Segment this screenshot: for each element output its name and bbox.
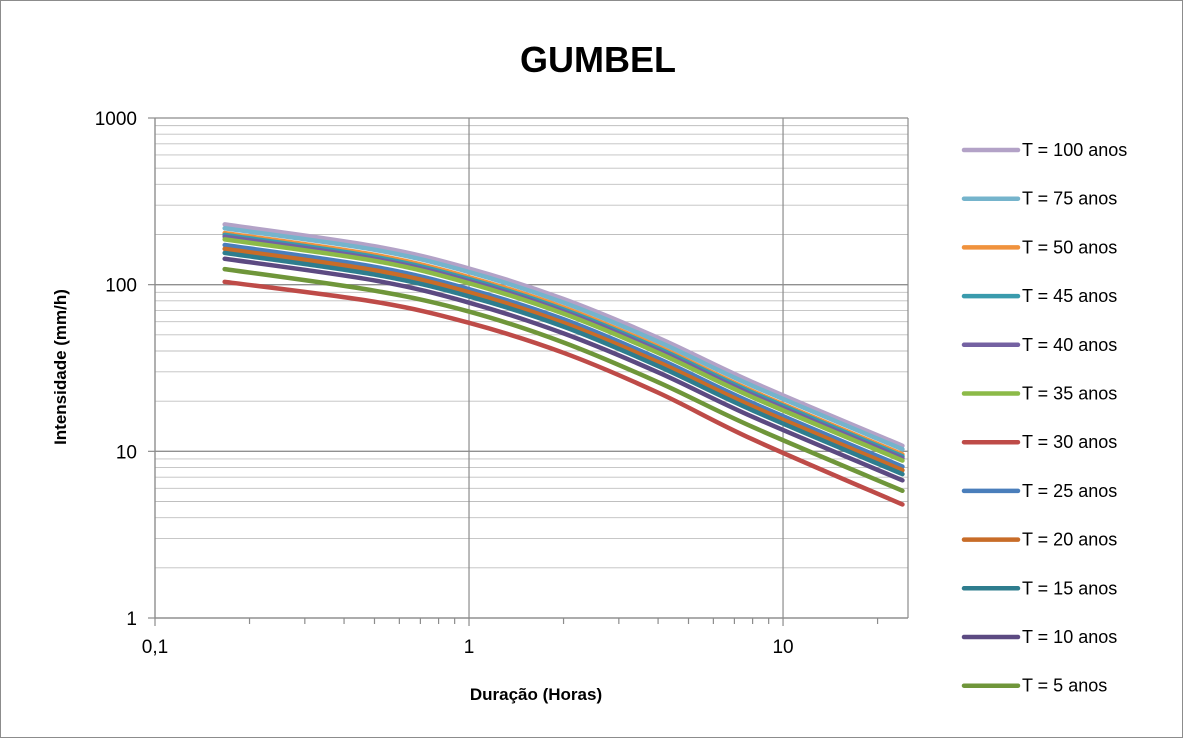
series-group: [222, 222, 905, 507]
legend-label-t50: T = 50 anos: [1022, 237, 1117, 257]
series-line-t25: [222, 242, 905, 469]
legend-label-t75: T = 75 anos: [1022, 189, 1117, 209]
y-tick-label: 1000: [95, 109, 137, 130]
series-line-t100: [222, 222, 905, 449]
legend-label-t20: T = 20 anos: [1022, 530, 1117, 550]
legend-label-t40: T = 40 anos: [1022, 335, 1117, 355]
legend-label-t10: T = 10 anos: [1022, 627, 1117, 647]
y-tick-label: 10: [116, 442, 137, 463]
axes: [148, 117, 909, 626]
series-line-t35: [222, 237, 905, 463]
series-line-t5: [222, 266, 905, 494]
legend-label-t5: T = 5 anos: [1022, 676, 1107, 696]
legend-label-t35: T = 35 anos: [1022, 384, 1117, 404]
series-line-t10: [222, 256, 905, 483]
legend: T = 100 anos T = 75 anos T = 50 anos T = 45…: [961, 140, 1127, 696]
series-line-t75: [222, 226, 905, 452]
legend-label-t15: T = 15 anos: [1022, 578, 1117, 598]
x-tick-label: 0,1: [142, 637, 168, 658]
legend-label-t45: T = 45 anos: [1022, 286, 1117, 306]
series-line-t20: [222, 246, 905, 473]
x-tick-label: 10: [772, 637, 793, 658]
y-tick-label: 1: [126, 609, 137, 630]
series-line-t30: [222, 279, 905, 507]
legend-label-t100: T = 100 anos: [1022, 140, 1127, 160]
grid: [154, 117, 908, 619]
legend-label-t25: T = 25 anos: [1022, 481, 1117, 501]
y-tick-label: 100: [105, 276, 137, 297]
chart-title: GUMBEL: [520, 39, 676, 80]
series-line-t15: [222, 250, 905, 477]
legend-label-t30: T = 30 anos: [1022, 432, 1117, 452]
x-tick-label: 1: [464, 637, 475, 658]
y-axis-title: Intensidade (mm/h): [51, 289, 70, 445]
x-axis-title: Duração (Horas): [470, 685, 602, 704]
